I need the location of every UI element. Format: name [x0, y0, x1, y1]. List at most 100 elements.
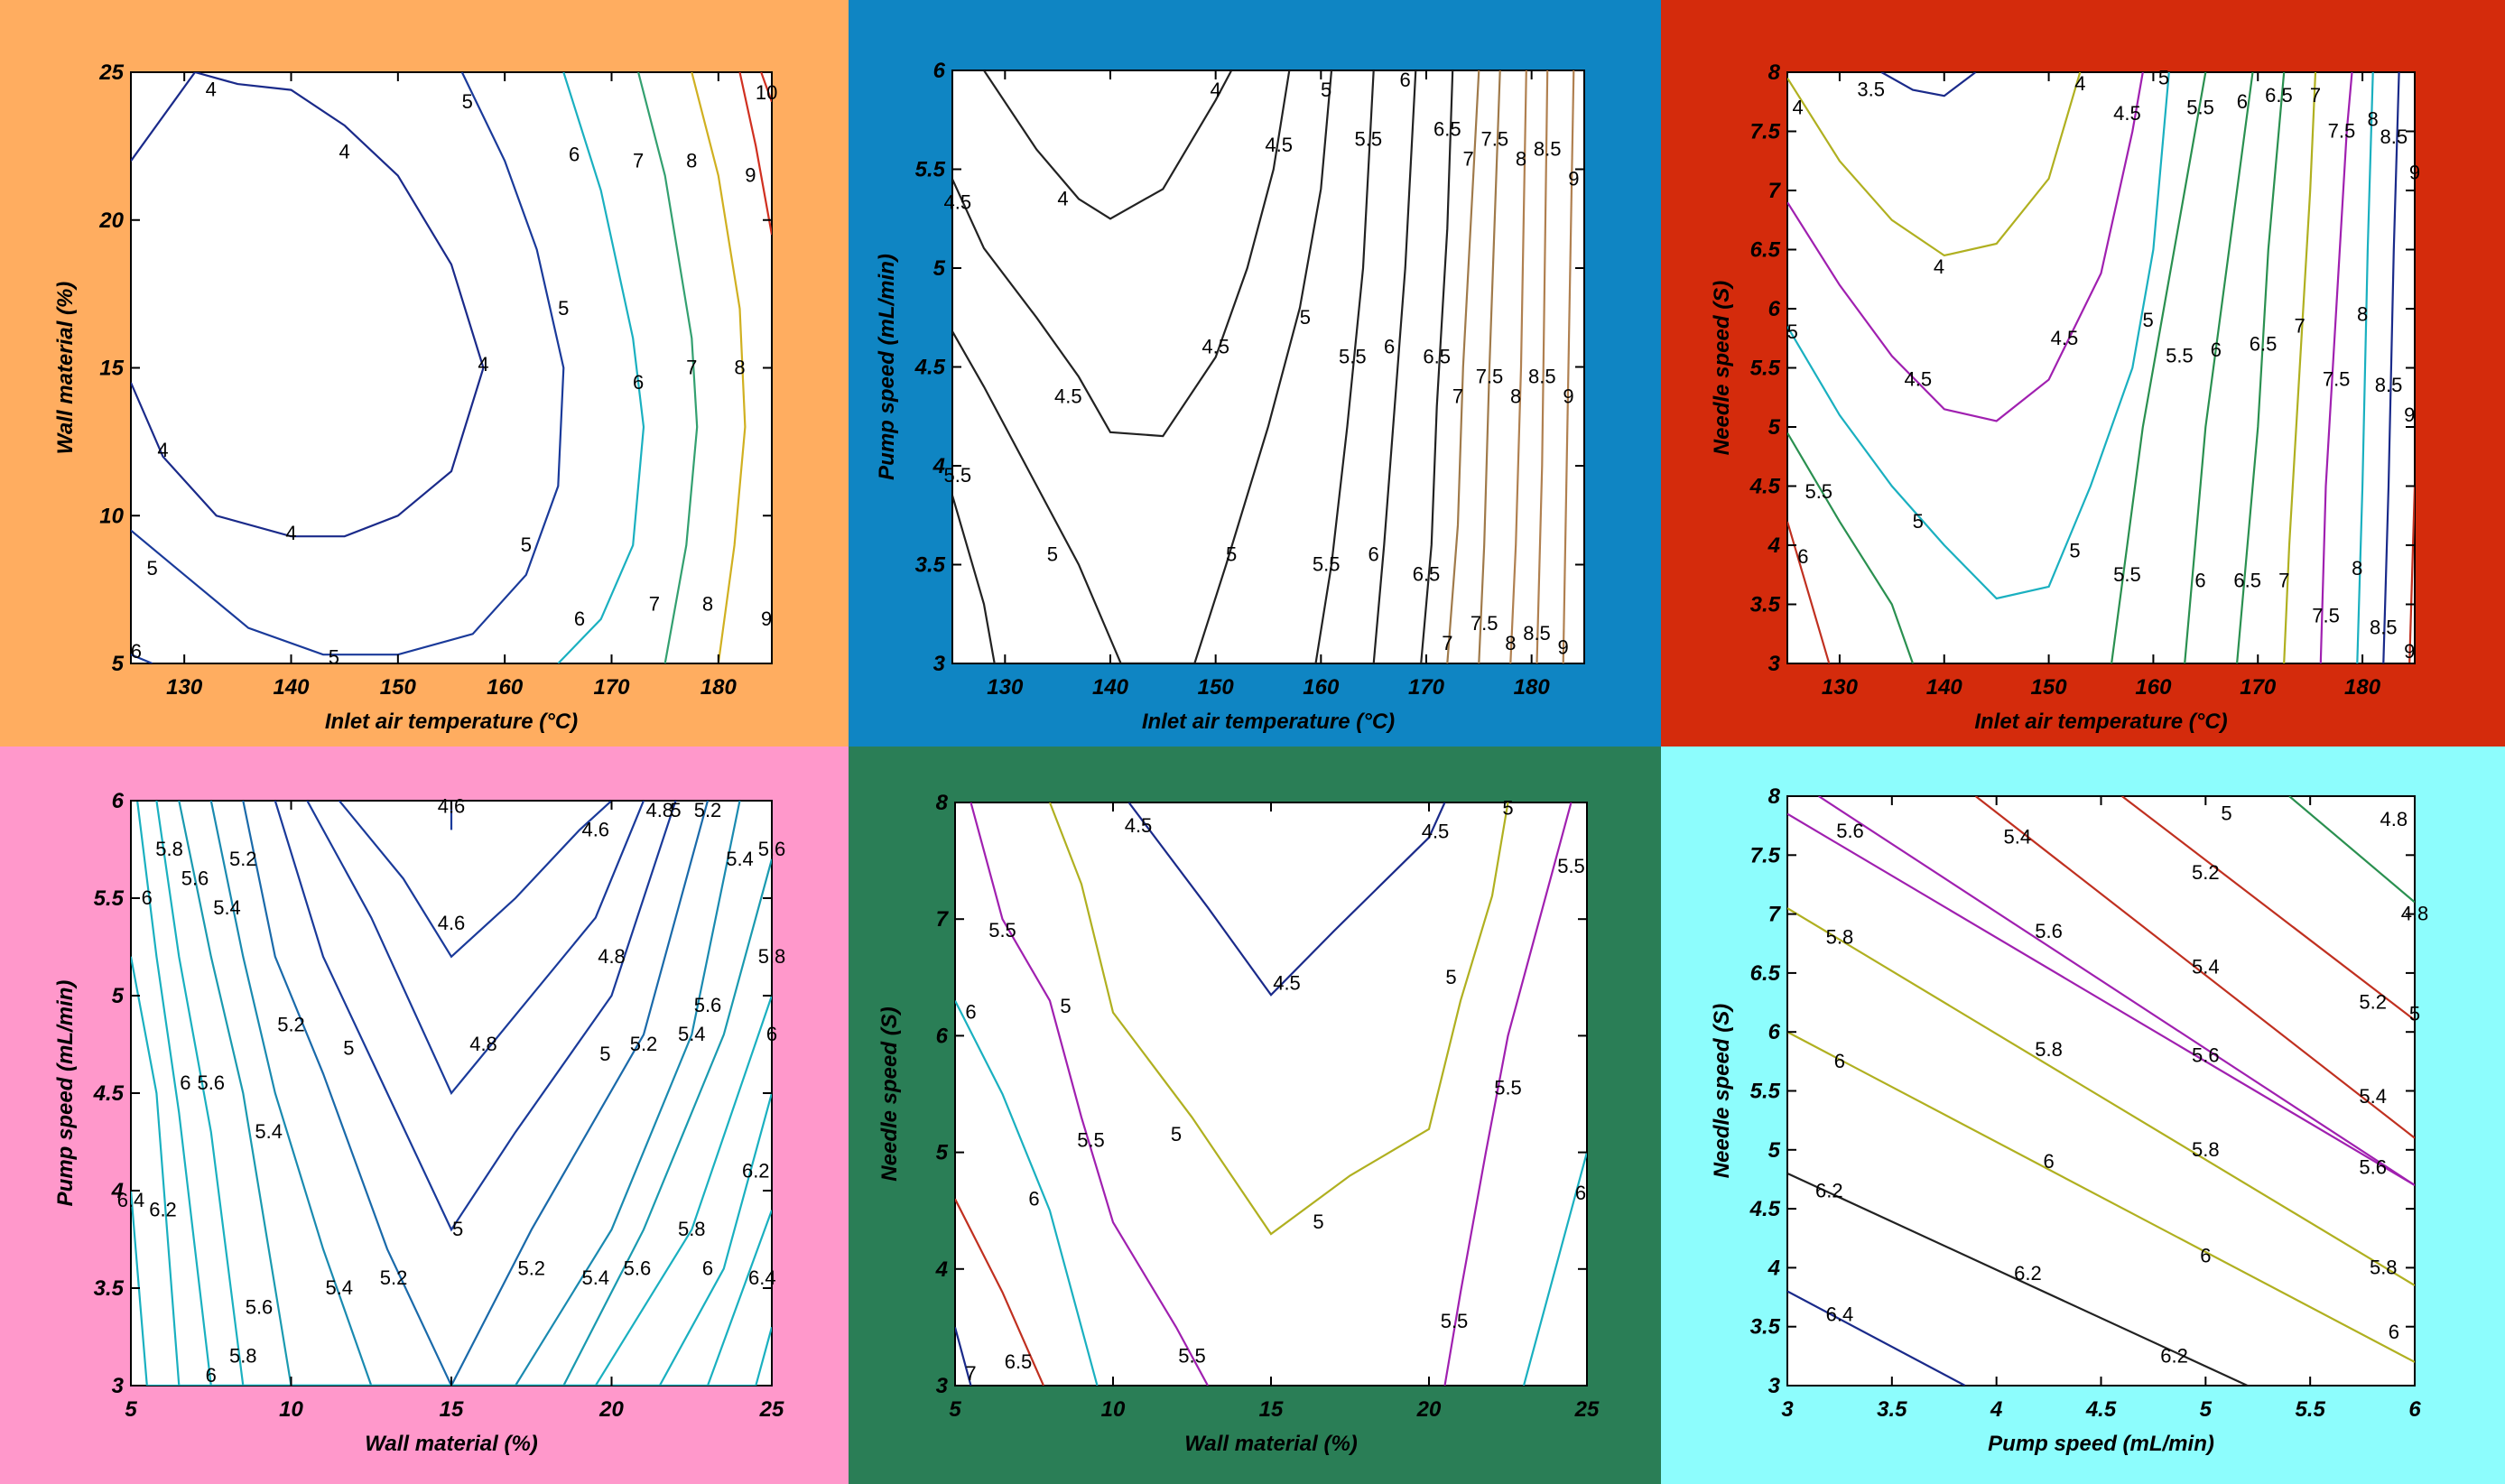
contour-label: 5.5 [988, 919, 1016, 941]
contour-label: 7.5 [1481, 128, 1509, 151]
contour-line-6 [557, 72, 645, 663]
contour-label: 9 [761, 608, 772, 630]
y-tick-label: 5 [1768, 1138, 1781, 1163]
y-tick-label: 7.5 [1750, 120, 1781, 144]
contour-label: 5 [1502, 796, 1513, 819]
x-tick-label: 15 [440, 1397, 464, 1422]
contour-label: 4.6 [581, 818, 609, 840]
y-tick-label: 7 [1768, 903, 1782, 927]
contour-label: 6 [1797, 545, 1808, 568]
contour-label: 5.6 [694, 994, 722, 1016]
contour-label: 5.5 [2113, 563, 2141, 586]
contour-line-7 [637, 72, 699, 663]
contour-label: 7.5 [2323, 368, 2351, 391]
contour-label: 6.2 [742, 1159, 770, 1182]
x-tick-label: 180 [1514, 675, 1551, 700]
plot-area [951, 70, 1585, 664]
contour-label: 5.8 [1826, 926, 1854, 949]
contour-label: 7 [633, 149, 644, 172]
contour-chart-2: 4 4 4.5 4.5 4.5 4.5 5 5 5 5 5.5 5.5 5.5 5.5 6 6 6 6.5 6.5 6… [875, 59, 1585, 734]
contour-label: 7 [1442, 632, 1452, 654]
contour-label: 5.4 [213, 896, 241, 919]
y-tick-label: 5.5 [1750, 357, 1781, 381]
x-tick-label: 150 [2031, 675, 2068, 700]
contour-panel-5: 4.5 4.5 4.5 5 5 5 5 5 5.5 5.5 5.5 5.5 5.5 5.5 6 6 6 6.5 7 5… [849, 747, 1661, 1484]
contour-line-5-4 [1818, 796, 2415, 1186]
contour-label: 4 [478, 353, 488, 376]
x-tick-label: 180 [2344, 675, 2381, 700]
contour-line-6-2 [131, 956, 772, 1386]
x-axis-label: Inlet air temperature (°C) [1974, 710, 2227, 734]
plot-area [1786, 71, 2416, 664]
contour-label: 6.5 [1423, 346, 1451, 368]
contour-label: 5 [2158, 67, 2169, 89]
contour-line-5 [952, 70, 1333, 663]
contour-label: 5.5 [1557, 855, 1585, 877]
contour-line-3-5 [1880, 72, 1977, 97]
contour-label: 5.4 [325, 1276, 353, 1299]
contour-label: 5.4 [2192, 955, 2220, 978]
contour-line-5-5 [2111, 72, 2207, 663]
contour-line-5 [1048, 802, 1509, 1236]
x-axis-label: Wall material (%) [1184, 1432, 1358, 1456]
contour-label: 8 [2352, 557, 2362, 580]
contour-label: 5.5 [1339, 346, 1367, 368]
contour-label: 9 [1563, 385, 1573, 407]
contour-label: 4.5 [1422, 820, 1450, 842]
contour-label: 9 [745, 164, 756, 187]
contour-line-4 [131, 72, 196, 162]
y-tick-label: 4 [935, 1257, 948, 1282]
y-axis-label: Needle speed (S) [1710, 1004, 1734, 1178]
x-tick-label: 20 [1416, 1397, 1442, 1422]
contour-label: 8.5 [2380, 125, 2408, 148]
y-tick-label: 6.5 [1750, 961, 1781, 986]
contour-label: 6 [633, 371, 644, 394]
contour-label: 8 [734, 357, 745, 379]
y-tick-label: 4.5 [93, 1081, 125, 1106]
contour-label: 6 [1368, 543, 1379, 566]
y-axis-label: Pump speed (mL/min) [875, 254, 899, 480]
x-tick-label: 140 [1926, 675, 1963, 700]
contour-label: 5.4 [678, 1023, 706, 1045]
y-tick-label: 4 [932, 454, 945, 478]
contour-line-6-5 [955, 1198, 1045, 1386]
contour-label: 8.5 [1528, 365, 1556, 387]
contour-line-5-4 [209, 801, 741, 1386]
x-tick-label: 5.5 [2295, 1397, 2325, 1422]
contour-label: 6 [131, 640, 142, 663]
x-tick-label: 160 [487, 675, 524, 700]
x-tick-label: 3.5 [1877, 1397, 1907, 1422]
y-tick-label: 5.5 [94, 886, 125, 911]
contour-label: 5.4 [2004, 826, 2032, 849]
y-tick-label: 8 [1768, 60, 1781, 85]
contour-panel-4: 4.6 4.6 4.6 4.8 4.8 4.8 5 5 5 5 5.2 5.2 5.2 5.2 5.2 5.2… [0, 747, 849, 1484]
contour-line-7 [2283, 72, 2317, 663]
x-tick-label: 5 [949, 1397, 961, 1422]
contour-label: 6.2 [2160, 1344, 2188, 1367]
contour-label: 5.8 [229, 1345, 257, 1368]
contour-line-8 [1509, 70, 1527, 663]
contour-line-6-4 [1787, 1290, 1966, 1386]
contour-line-7-5 [2319, 72, 2353, 663]
x-tick-label: 140 [1092, 675, 1129, 700]
contour-label: 4 [1792, 96, 1803, 118]
contour-line-7 [955, 1327, 972, 1386]
contour-line-9 [1562, 70, 1575, 663]
contour-line-4-8 [306, 801, 645, 1096]
contour-label: 5 [2221, 802, 2231, 825]
contour-label: 4.5 [1904, 368, 1932, 391]
contour-label: 6.5 [2233, 569, 2261, 591]
contour-label: 4.8 [598, 945, 626, 968]
y-tick-label: 4 [111, 1179, 124, 1203]
y-tick-label: 3 [1768, 652, 1781, 676]
contour-label: 7.5 [1471, 612, 1498, 635]
x-tick-label: 150 [1198, 675, 1235, 700]
contour-label: 6 [2389, 1321, 2399, 1343]
contour-label: 5.8 [678, 1218, 706, 1240]
y-tick-label: 8 [936, 791, 949, 815]
x-axis-label: Inlet air temperature (°C) [1142, 710, 1395, 734]
contour-label: 6.5 [2265, 84, 2293, 107]
contour-line-6 [136, 801, 772, 1386]
contour-label: 7 [2310, 84, 2321, 107]
x-tick-label: 160 [1303, 675, 1340, 700]
